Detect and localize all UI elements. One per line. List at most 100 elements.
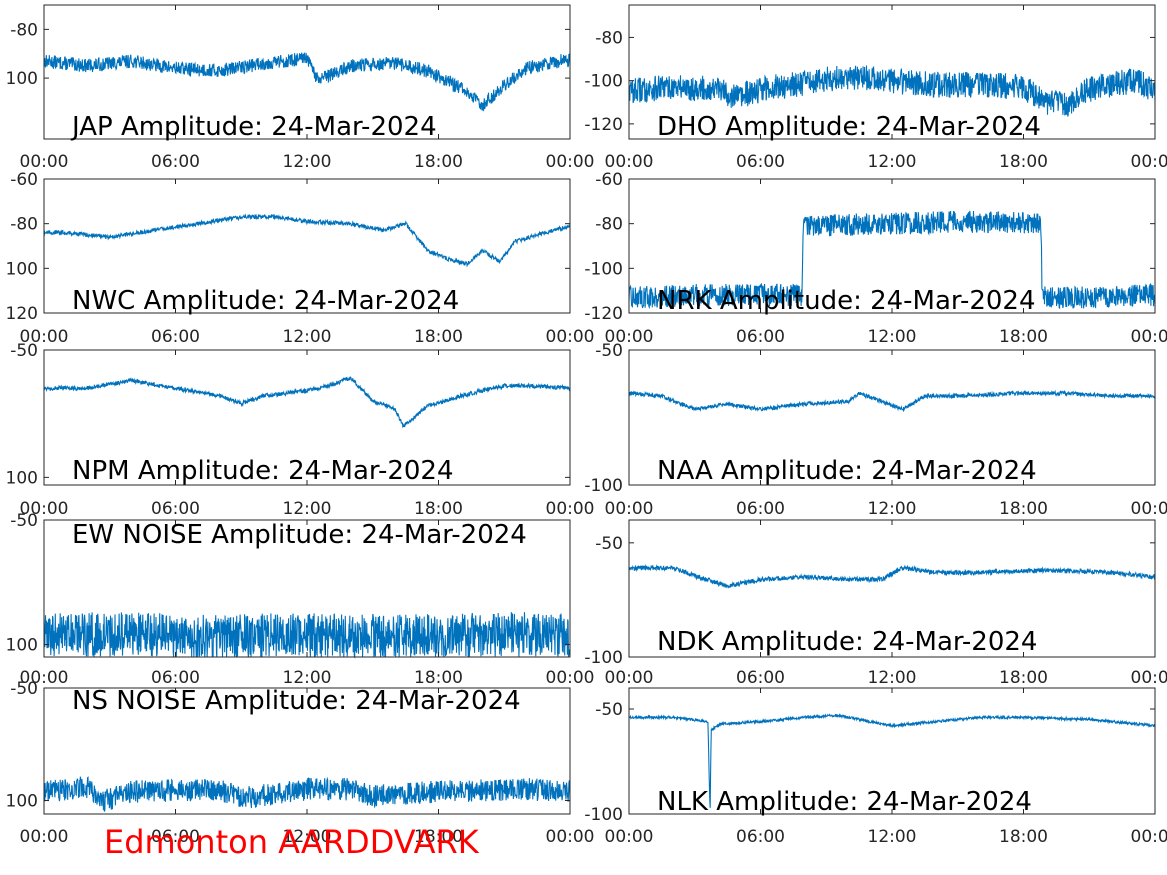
y-tick-label: -60	[595, 170, 623, 190]
x-tick-label: 12:00	[868, 499, 917, 519]
x-tick-label: 12:00	[868, 327, 917, 347]
x-tick-label: 06:00	[151, 152, 200, 172]
x-tick-label: 18:00	[999, 827, 1048, 847]
x-tick-label: 00:00	[605, 152, 654, 172]
panel-title: NAA Amplitude: 24-Mar-2024	[657, 456, 1037, 486]
x-tick-label: 00:00	[1131, 827, 1167, 847]
x-tick-label: 18:00	[999, 327, 1048, 347]
x-tick-label: 06:00	[151, 668, 200, 688]
x-tick-label: 00:00	[546, 327, 595, 347]
panel-title: NDK Amplitude: 24-Mar-2024	[657, 627, 1037, 657]
x-tick-label: 06:00	[151, 499, 200, 519]
x-tick-label: 06:00	[151, 327, 200, 347]
y-tick-label: -80	[10, 215, 38, 235]
y-tick-label: -100	[584, 72, 623, 92]
x-tick-label: 12:00	[283, 327, 332, 347]
x-tick-label: 00:00	[20, 327, 69, 347]
y-tick-label: -50	[10, 679, 38, 699]
x-tick-label: 18:00	[414, 327, 463, 347]
x-tick-label: 18:00	[999, 152, 1048, 172]
x-tick-label: 00:00	[546, 152, 595, 172]
x-tick-label: 00:00	[1131, 152, 1167, 172]
x-tick-label: 06:00	[736, 827, 785, 847]
x-tick-label: 06:00	[736, 499, 785, 519]
x-tick-label: 12:00	[868, 827, 917, 847]
y-tick-label: -80	[595, 215, 623, 235]
panel-title: NRK Amplitude: 24-Mar-2024	[657, 286, 1036, 316]
panel-title: DHO Amplitude: 24-Mar-2024	[657, 112, 1041, 142]
x-tick-label: 00:00	[1131, 327, 1167, 347]
x-tick-label: 00:00	[1131, 668, 1167, 688]
x-tick-label: 18:00	[414, 152, 463, 172]
y-tick-label: 100	[6, 636, 38, 656]
x-tick-label: 00:00	[605, 499, 654, 519]
x-tick-label: 12:00	[283, 499, 332, 519]
x-tick-label: 18:00	[414, 668, 463, 688]
y-tick-label: -50	[595, 700, 623, 720]
x-tick-label: 00:00	[605, 327, 654, 347]
x-tick-label: 12:00	[283, 827, 332, 847]
x-tick-label: 18:00	[999, 668, 1048, 688]
panel-dho: 00:00 06:00 12:00 18:00 00:00 -80 -100 -120 DHO …	[584, 4, 1167, 172]
panel-nrk: 00:00 06:00 12:00 18:00 00:00 -60 -80 -100 -120 N…	[584, 170, 1167, 347]
x-tick-label: 06:00	[736, 327, 785, 347]
x-tick-label: 00:00	[20, 152, 69, 172]
panel-nlk: 00:00 06:00 12:00 18:00 00:00 -50 -100 NLK Ampl…	[584, 687, 1167, 847]
x-tick-label: 12:00	[868, 152, 917, 172]
panel-nwc: 00:00 06:00 12:00 18:00 00:00 -60 -80 100 120 NWC…	[6, 170, 595, 347]
y-tick-label: -100	[584, 648, 623, 668]
x-tick-label: 00:00	[1131, 499, 1167, 519]
panel-npm: 00:00 06:00 12:00 18:00 00:00 -50 100 NPM Ampli…	[6, 341, 595, 519]
y-tick-label: -100	[584, 476, 623, 496]
y-tick-label: -50	[10, 511, 38, 531]
y-tick-label: -50	[595, 341, 623, 361]
x-tick-label: 00:00	[546, 499, 595, 519]
series-line	[628, 713, 1156, 808]
series-line	[43, 51, 571, 113]
panel-ndk: 00:00 06:00 12:00 18:00 00:00 -50 -100 NDK Ampl…	[584, 519, 1167, 688]
x-tick-label: 18:00	[999, 499, 1048, 519]
y-tick-label: -120	[584, 304, 623, 324]
x-tick-label: 12:00	[283, 668, 332, 688]
x-tick-label: 06:00	[151, 827, 200, 847]
y-tick-label: -50	[10, 341, 38, 361]
panel-title: NPM Amplitude: 24-Mar-2024	[72, 456, 454, 486]
x-tick-label: 18:00	[414, 499, 463, 519]
y-tick-label: 100	[6, 259, 38, 279]
y-tick-label: -80	[595, 28, 623, 48]
x-tick-label: 00:00	[546, 827, 595, 847]
y-tick-label: -50	[595, 534, 623, 554]
x-tick-label: 00:00	[605, 668, 654, 688]
y-tick-label: -120	[584, 115, 623, 135]
panel-title: EW NOISE Amplitude: 24-Mar-2024	[72, 520, 527, 550]
x-tick-label: 12:00	[283, 152, 332, 172]
series-line	[43, 776, 571, 812]
panel-naa: 00:00 06:00 12:00 18:00 00:00 -50 -100 NAA Ampl…	[584, 341, 1167, 519]
footer-label: Edmonton AARDDVARK	[104, 823, 480, 861]
series-line	[628, 389, 1156, 413]
x-tick-label: 06:00	[736, 152, 785, 172]
panel-title: NLK Amplitude: 24-Mar-2024	[657, 787, 1032, 817]
x-tick-label: 00:00	[20, 668, 69, 688]
panel-ns-noise: 00:00 06:00 12:00 18:00 00:00 -50 100 NS NOISE …	[6, 679, 595, 847]
x-tick-label: 00:00	[546, 668, 595, 688]
panel-jap: 00:00 06:00 12:00 18:00 00:00 -80 100 JAP Ampli…	[6, 4, 595, 172]
y-tick-label: -60	[10, 170, 38, 190]
x-tick-label: 00:00	[20, 827, 69, 847]
panel-title: JAP Amplitude: 24-Mar-2024	[70, 112, 437, 142]
x-tick-label: 18:00	[414, 827, 463, 847]
series-line	[628, 210, 1156, 310]
panel-title: NS NOISE Amplitude: 24-Mar-2024	[72, 686, 521, 716]
y-tick-label: 120	[6, 304, 38, 324]
panel-title: NWC Amplitude: 24-Mar-2024	[72, 286, 459, 316]
y-tick-label: 100	[6, 792, 38, 812]
y-tick-label: -100	[584, 805, 623, 825]
y-tick-label: -100	[584, 259, 623, 279]
x-tick-label: 00:00	[605, 827, 654, 847]
x-tick-label: 00:00	[20, 499, 69, 519]
series-line	[628, 563, 1156, 589]
series-line	[43, 213, 571, 268]
y-tick-label: 100	[6, 468, 38, 488]
x-tick-label: 12:00	[868, 668, 917, 688]
